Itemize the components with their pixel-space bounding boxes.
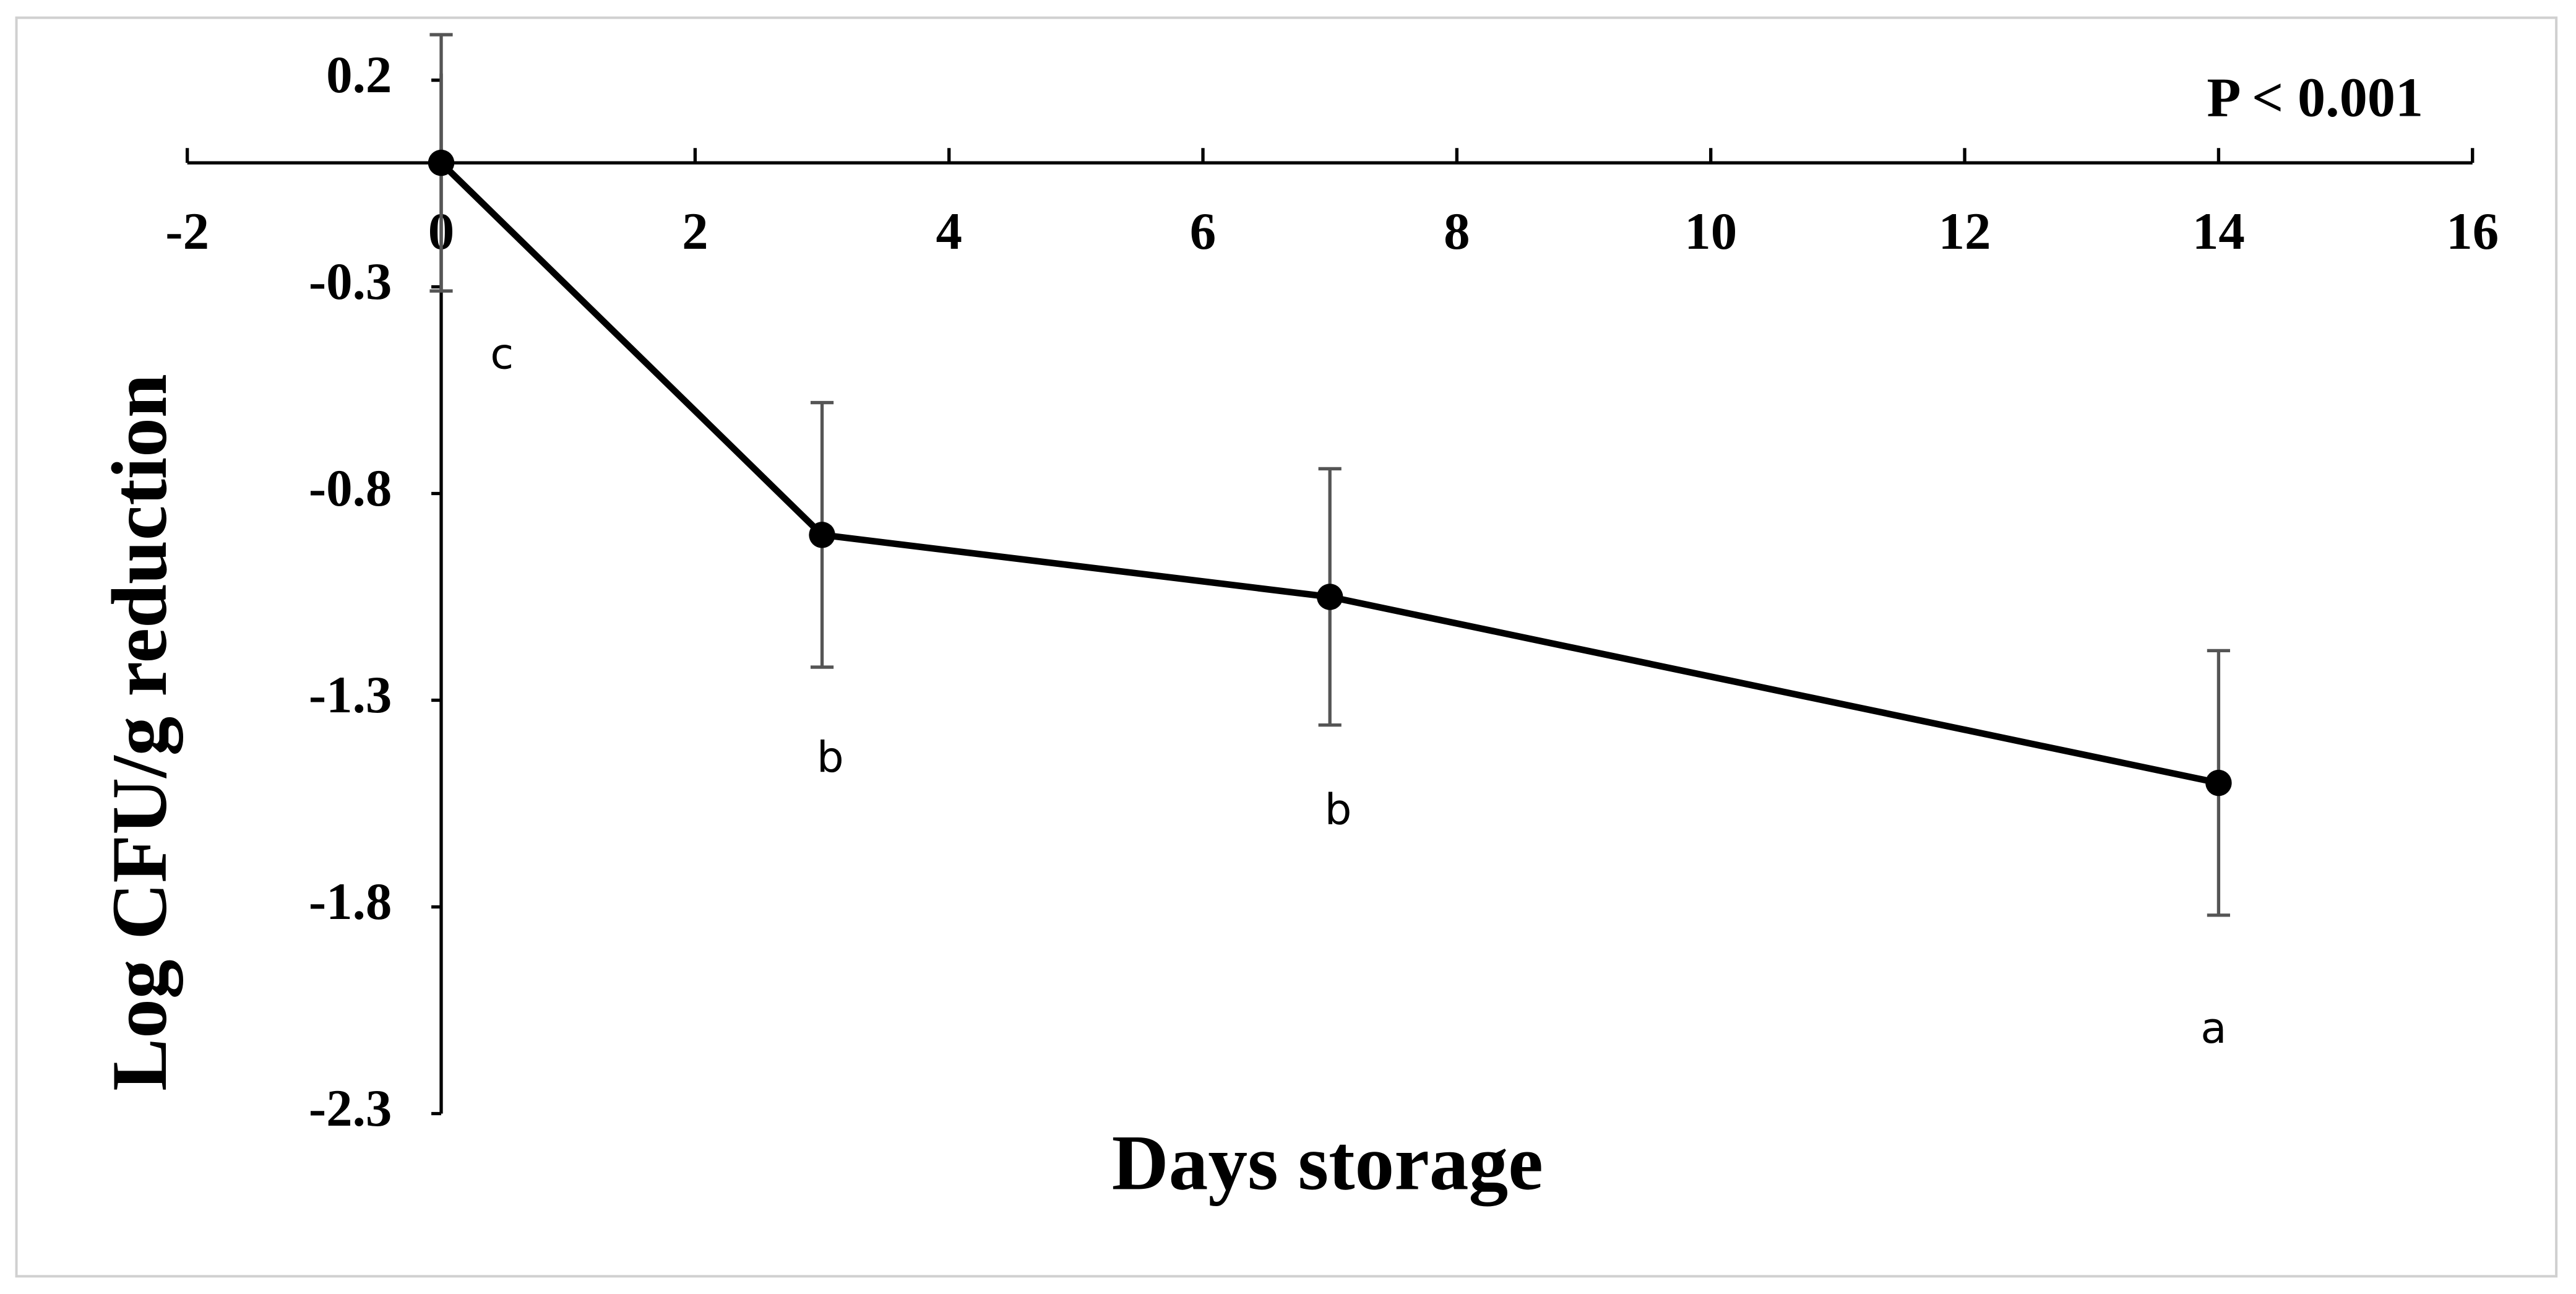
x-tick-label: 6 — [1190, 202, 1216, 261]
x-tick-label: 4 — [936, 202, 962, 261]
data-point — [2205, 769, 2232, 796]
y-tick-label: -1.8 — [309, 873, 392, 931]
chart-frame — [15, 16, 2558, 1278]
significance-letter: b — [1325, 785, 1352, 834]
x-tick-label: 8 — [1444, 202, 1470, 261]
x-tick-label: -2 — [165, 202, 209, 261]
x-tick-label: 10 — [1684, 202, 1737, 261]
p-value-annotation: P < 0.001 — [2207, 66, 2423, 128]
data-line — [439, 160, 2220, 787]
data-point — [428, 149, 455, 176]
x-tick-label: 16 — [2446, 202, 2499, 261]
y-tick-label: -1.3 — [309, 666, 392, 724]
y-tick-label: 0.2 — [326, 46, 392, 104]
data-point — [809, 522, 835, 548]
x-tick-label: 14 — [2192, 202, 2245, 261]
y-tick-label: -0.3 — [309, 252, 392, 311]
y-tick-label: -0.8 — [309, 459, 392, 517]
y-tick-label: -2.3 — [309, 1079, 392, 1137]
x-tick-label: 2 — [682, 202, 708, 261]
significance-letter: a — [2200, 1004, 2226, 1053]
x-tick-label: 12 — [1939, 202, 1991, 261]
significance-letter: c — [490, 329, 514, 379]
x-axis-title: Days storage — [1112, 1119, 1543, 1207]
data-point — [1316, 584, 1343, 610]
significance-letter: b — [817, 733, 844, 782]
y-axis-title: Log CFU/g reduction — [95, 374, 183, 1091]
